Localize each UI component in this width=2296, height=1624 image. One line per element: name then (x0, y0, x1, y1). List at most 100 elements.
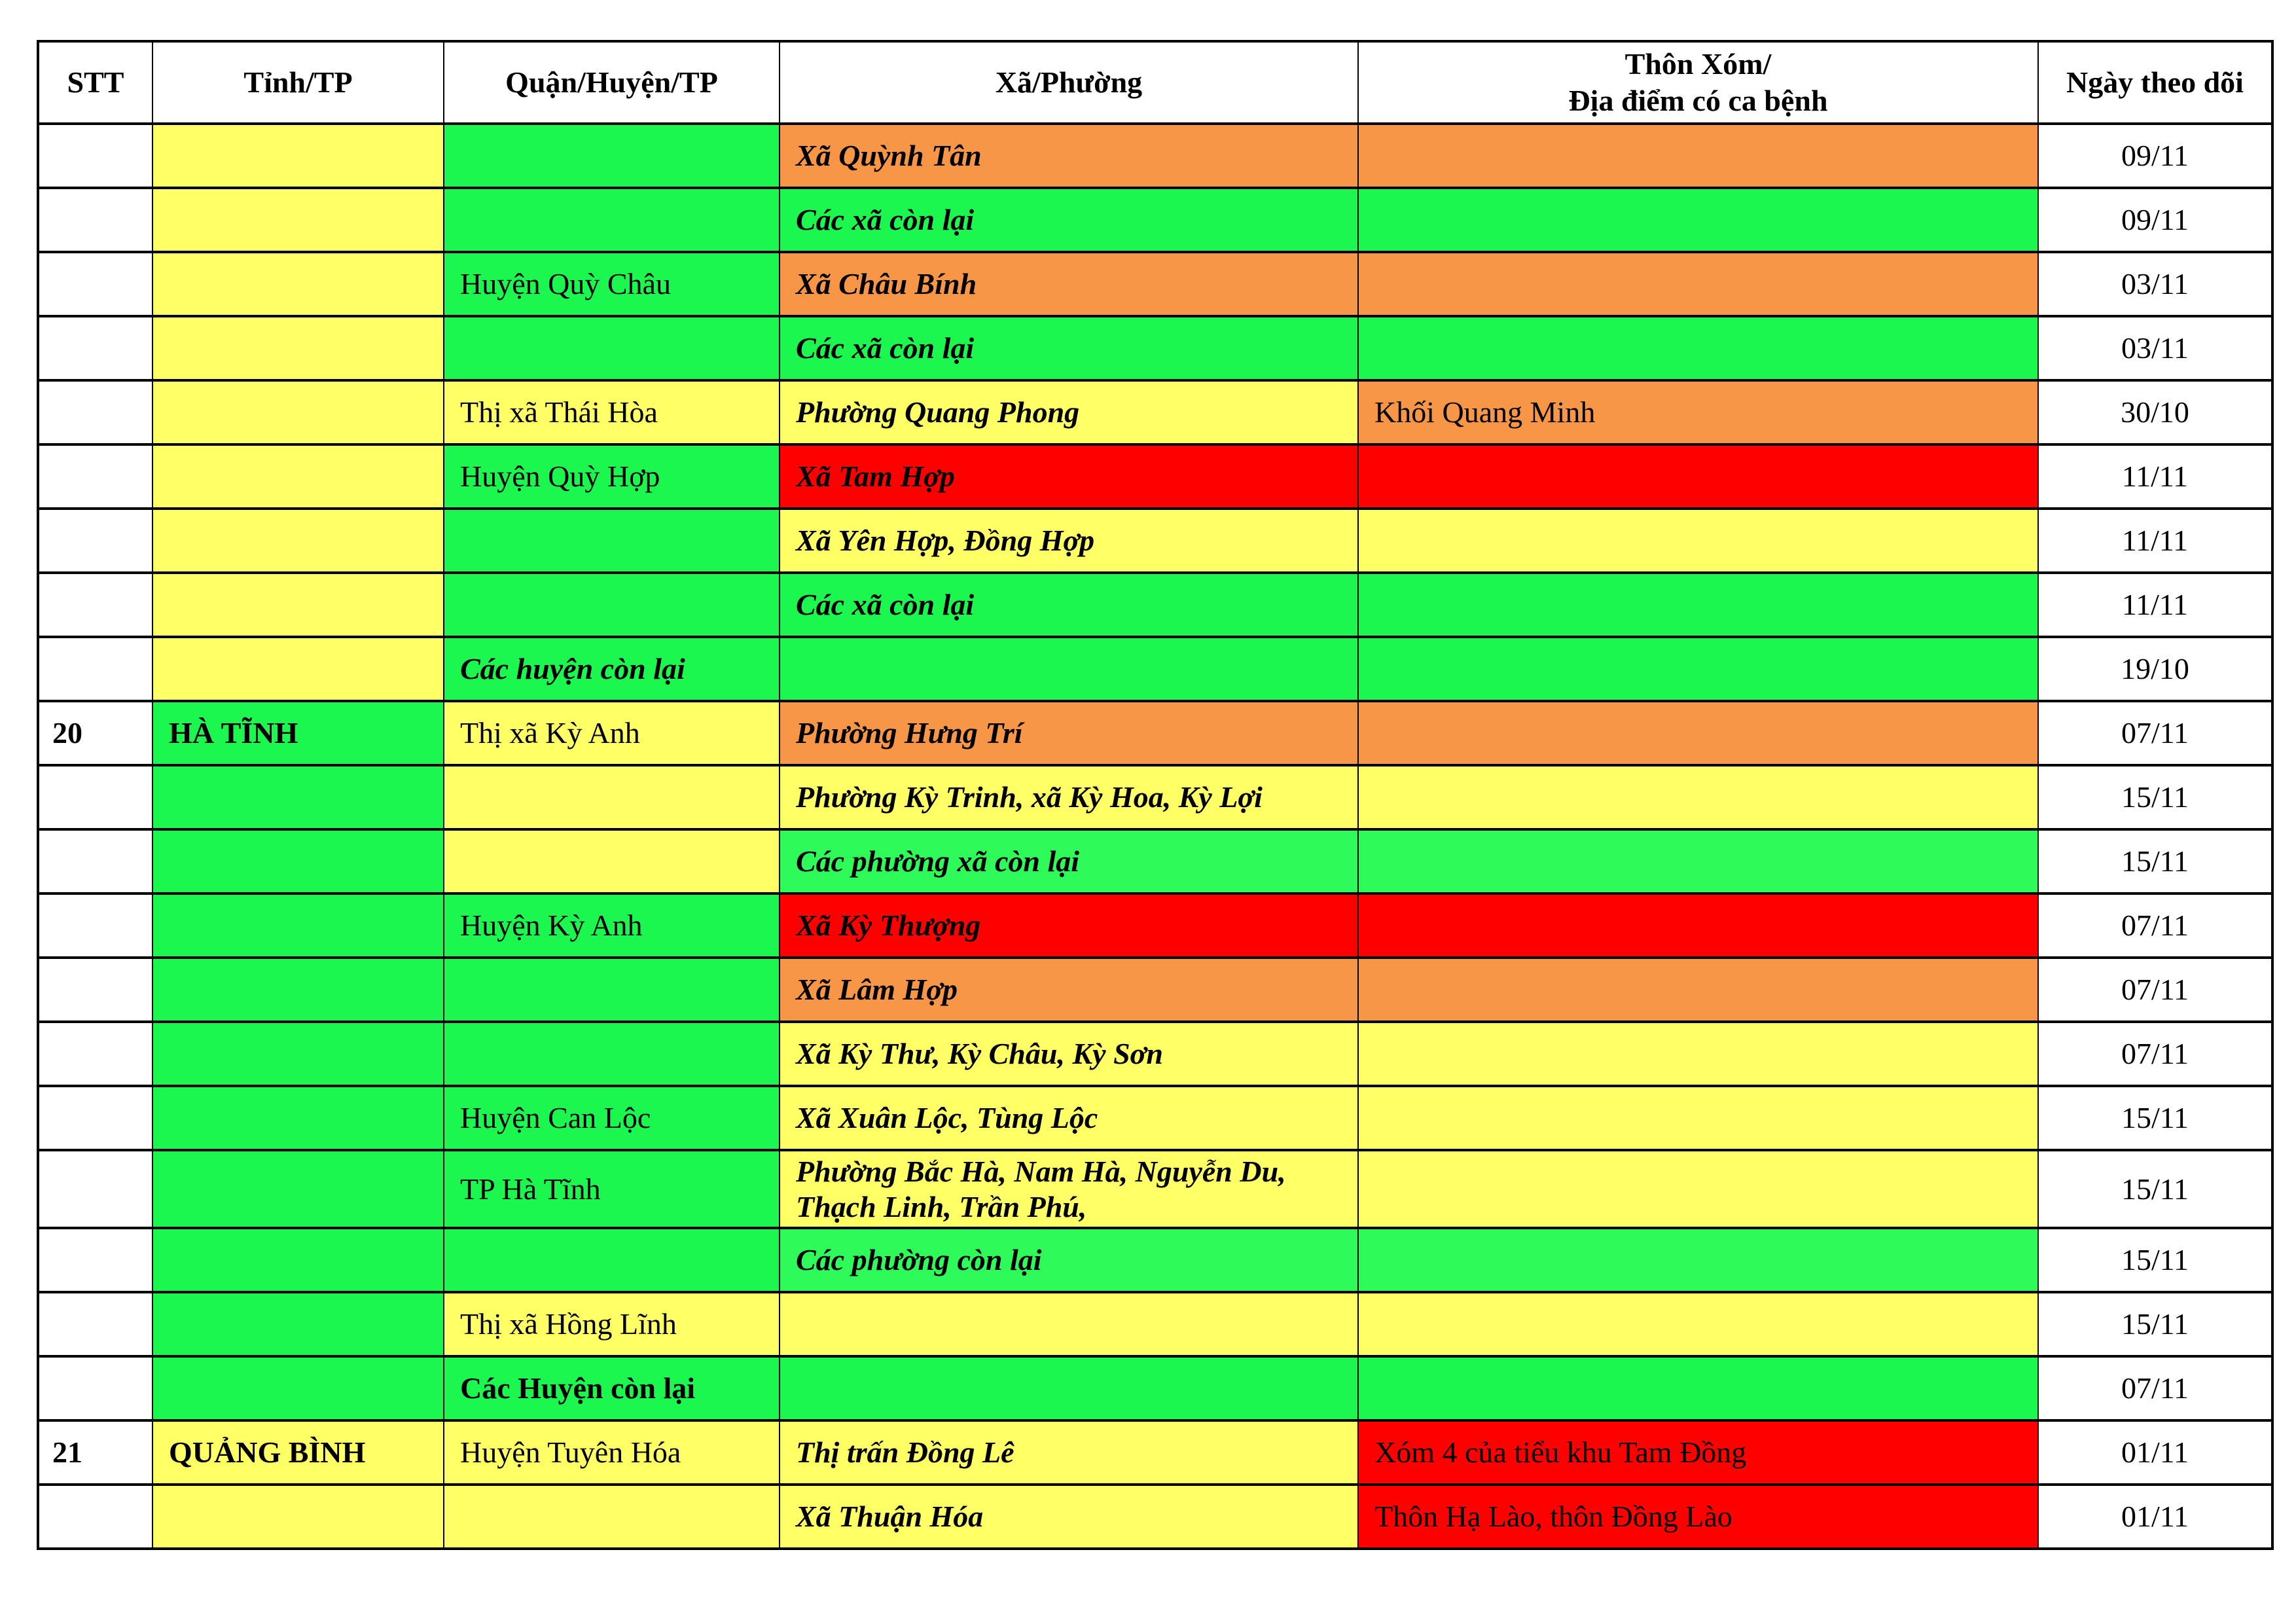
commune-cell: Xã Lâm Hợp (779, 956, 1359, 1023)
province-cell (152, 315, 444, 382)
header-location-line2: Địa điểm có ca bệnh (1568, 84, 1828, 117)
province-cell (152, 956, 444, 1023)
stt-cell (37, 1291, 153, 1358)
commune-cell: Xã Kỳ Thượng (779, 892, 1359, 959)
table-row: TP Hà Tĩnh Phường Bắc Hà, Nam Hà, Nguyễn … (37, 1149, 2273, 1229)
table-row: Thị xã Hồng Lĩnh 15/11 (37, 1291, 2273, 1358)
commune-line: Xã Châu Bính (796, 267, 977, 300)
date-cell: 15/11 (2037, 1291, 2273, 1358)
province-cell (152, 1227, 444, 1293)
location-cell (1357, 315, 2039, 382)
commune-line: Xã Tam Hợp (796, 460, 955, 493)
location-cell (1357, 828, 2039, 895)
province-cell (152, 122, 444, 189)
header-commune: Xã/Phường (779, 40, 1359, 125)
location-cell (1357, 122, 2039, 189)
date-cell: 30/10 (2037, 379, 2273, 446)
district-cell: Huyện Kỳ Anh (443, 892, 780, 959)
stt-cell: 20 (37, 700, 153, 767)
date-cell: 09/11 (2037, 122, 2273, 189)
header-province: Tỉnh/TP (152, 40, 444, 125)
date-cell: 15/11 (2037, 828, 2273, 895)
commune-cell: Thị trấn Đồng Lê (779, 1419, 1359, 1486)
date-cell: 01/11 (2037, 1483, 2273, 1550)
province-cell (152, 507, 444, 574)
commune-line: Các phường xã còn lại (796, 844, 1080, 878)
date-cell: 03/11 (2037, 251, 2273, 317)
province-cell (152, 1291, 444, 1358)
stt-cell (37, 1085, 153, 1151)
date-cell: 11/11 (2037, 443, 2273, 510)
district-cell (443, 1227, 780, 1293)
date-cell: 01/11 (2037, 1419, 2273, 1486)
stt-cell (37, 1149, 153, 1229)
location-cell (1357, 1085, 2039, 1151)
table-row: 20 HÀ TĨNH Thị xã Kỳ Anh Phường Hưng Trí 07/… (37, 700, 2273, 767)
location-cell (1357, 251, 2039, 317)
commune-cell: Phường Quang Phong (779, 379, 1359, 446)
stt-cell (37, 315, 153, 382)
commune-cell: Xã Châu Bính (779, 251, 1359, 317)
province-cell (152, 443, 444, 510)
stt-cell (37, 1355, 153, 1422)
commune-line: Phường Quang Phong (796, 395, 1080, 429)
commune-line: Phường Hưng Trí (796, 716, 1023, 749)
table-row: Các huyện còn lại 19/10 (37, 636, 2273, 702)
table-row: Các xã còn lại 09/11 (37, 187, 2273, 253)
district-cell: TP Hà Tĩnh (443, 1149, 780, 1229)
stt-cell (37, 892, 153, 959)
commune-cell: Xã Tam Hợp (779, 443, 1359, 510)
district-cell (443, 1483, 780, 1550)
commune-line: Xã Xuân Lộc, Tùng Lộc (796, 1101, 1098, 1134)
province-cell (152, 1085, 444, 1151)
district-cell (443, 122, 780, 189)
table-row: Các xã còn lại 03/11 (37, 315, 2273, 382)
table-row: Các Huyện còn lại 07/11 (37, 1355, 2273, 1422)
table-body: Xã Quỳnh Tân 09/11 Các xã còn lại 09/11 Huyệ… (37, 122, 2273, 1550)
commune-cell (779, 1355, 1359, 1422)
header-location-line1: Thôn Xóm/ (1624, 47, 1772, 81)
province-cell (152, 1149, 444, 1229)
stt-cell (37, 443, 153, 510)
district-cell (443, 956, 780, 1023)
location-cell: Thôn Hạ Lào, thôn Đồng Lào (1357, 1483, 2039, 1550)
province-cell (152, 571, 444, 638)
province-cell (152, 379, 444, 446)
location-cell (1357, 764, 2039, 831)
commune-cell: Các phường xã còn lại (779, 828, 1359, 895)
district-cell (443, 315, 780, 382)
commune-cell: Phường Bắc Hà, Nam Hà, Nguyễn Du, Thạch L… (779, 1149, 1359, 1229)
district-cell: Các Huyện còn lại (443, 1355, 780, 1422)
district-cell (443, 187, 780, 253)
table-row: Huyện Quỳ Hợp Xã Tam Hợp 11/11 (37, 443, 2273, 510)
commune-cell (779, 636, 1359, 702)
location-cell (1357, 1149, 2039, 1229)
date-cell: 07/11 (2037, 892, 2273, 959)
table-row: Phường Kỳ Trinh, xã Kỳ Hoa, Kỳ Lợi 15/11 (37, 764, 2273, 831)
province-cell: HÀ TĨNH (152, 700, 444, 767)
location-cell: Xóm 4 của tiểu khu Tam Đồng (1357, 1419, 2039, 1486)
commune-line: Phường Kỳ Trinh, xã Kỳ Hoa, Kỳ Lợi (796, 780, 1263, 814)
commune-cell: Các xã còn lại (779, 571, 1359, 638)
stt-cell (37, 1020, 153, 1087)
district-cell: Huyện Tuyên Hóa (443, 1419, 780, 1486)
stt-cell (37, 571, 153, 638)
district-cell: Huyện Quỳ Hợp (443, 443, 780, 510)
date-cell: 09/11 (2037, 187, 2273, 253)
location-cell (1357, 187, 2039, 253)
stt-cell (37, 379, 153, 446)
table-row: Huyện Kỳ Anh Xã Kỳ Thượng 07/11 (37, 892, 2273, 959)
location-cell (1357, 1227, 2039, 1293)
table-row: Huyện Quỳ Châu Xã Châu Bính 03/11 (37, 251, 2273, 317)
province-cell (152, 764, 444, 831)
province-cell (152, 1355, 444, 1422)
commune-cell: Xã Quỳnh Tân (779, 122, 1359, 189)
stt-cell (37, 956, 153, 1023)
district-cell (443, 507, 780, 574)
location-cell (1357, 700, 2039, 767)
district-cell: Huyện Quỳ Châu (443, 251, 780, 317)
table-row: Xã Lâm Hợp 07/11 (37, 956, 2273, 1023)
province-cell (152, 636, 444, 702)
district-cell (443, 571, 780, 638)
commune-line: Xã Yên Hợp, Đồng Hợp (796, 524, 1095, 557)
